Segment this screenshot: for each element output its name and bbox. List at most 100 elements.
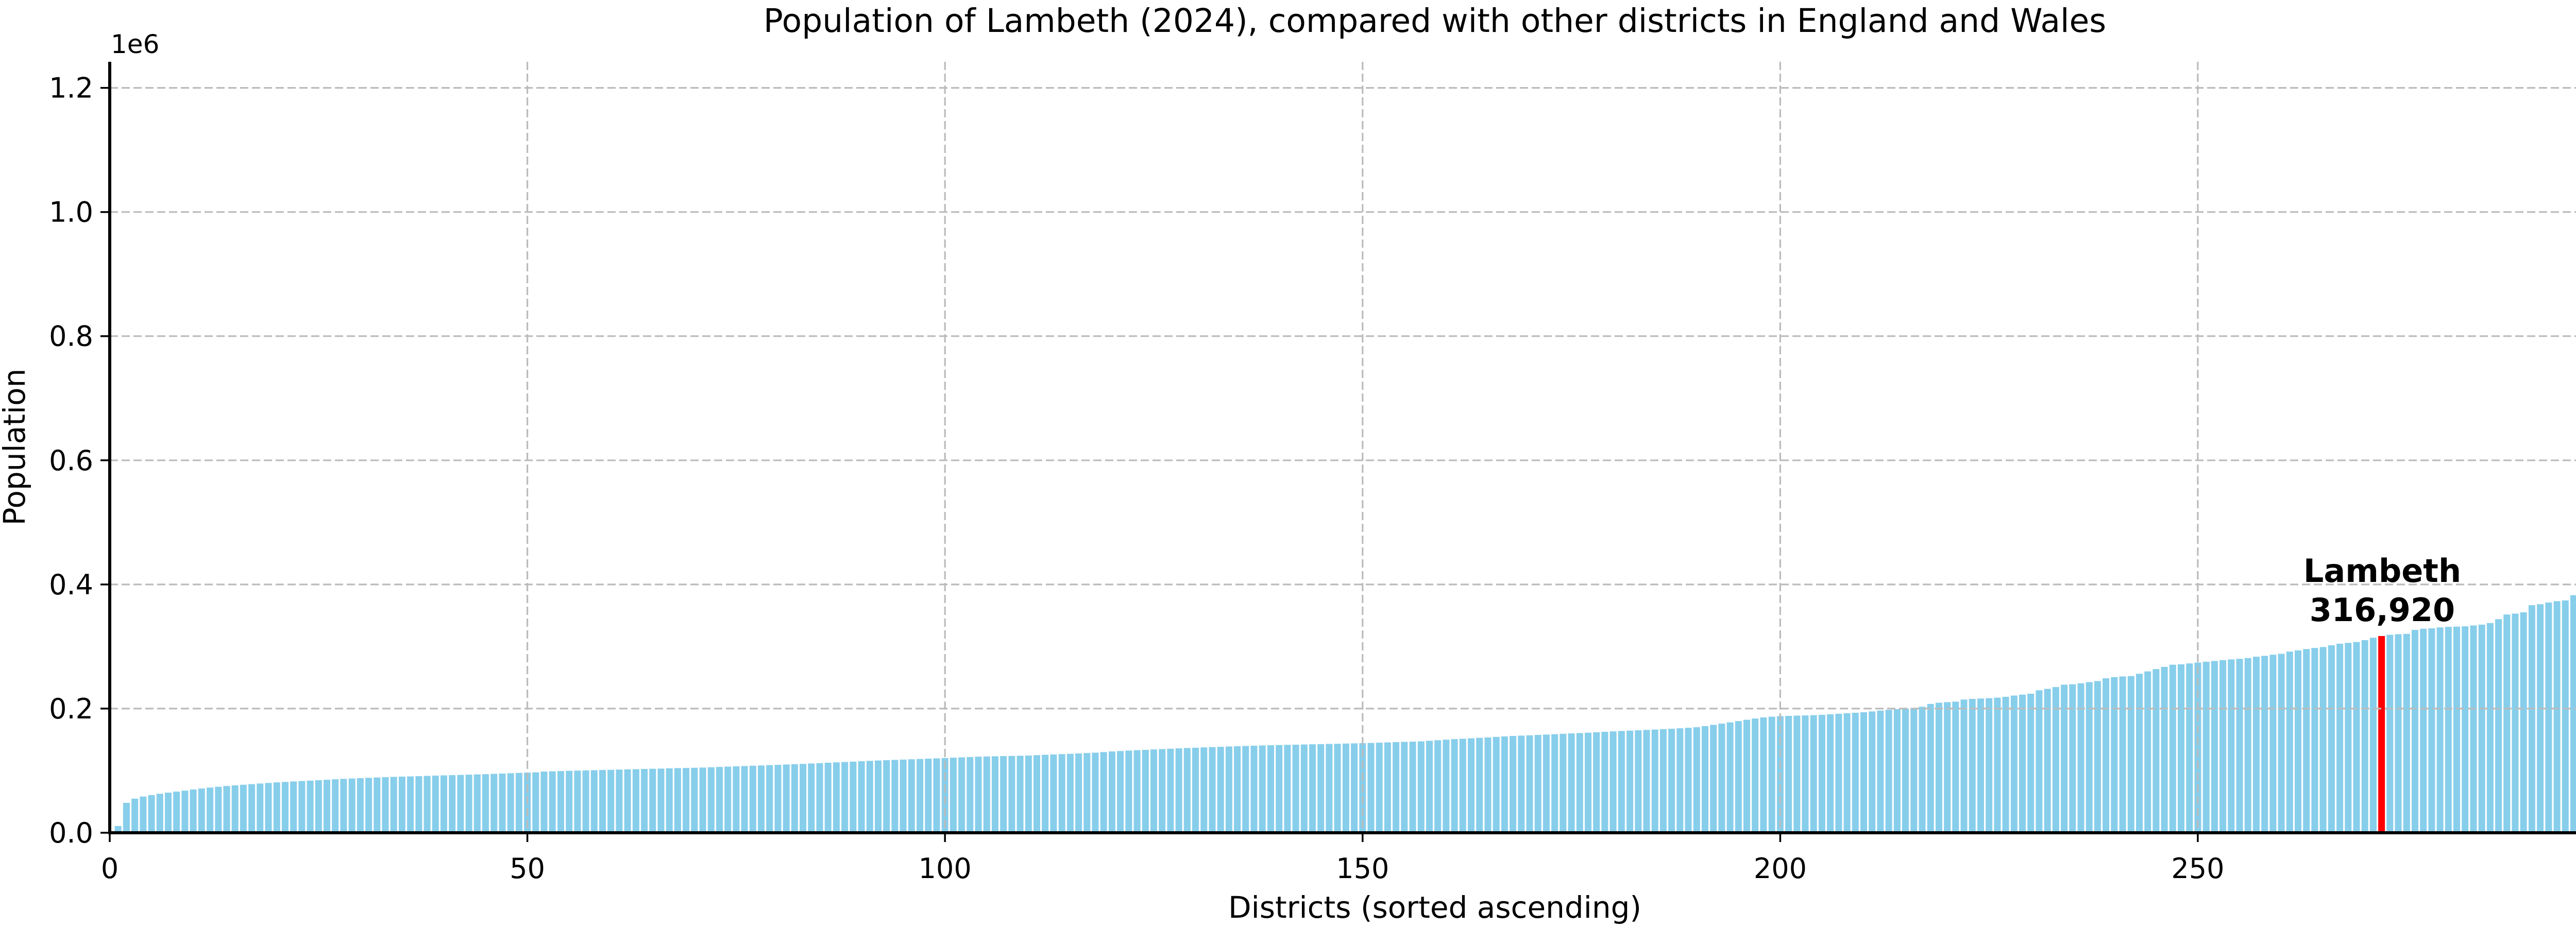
bar-district [1267, 745, 1274, 833]
bar-district [2478, 624, 2485, 833]
bars-group [110, 595, 2576, 833]
bar-district [992, 756, 998, 833]
bar-district [382, 777, 389, 833]
bar-district [2361, 640, 2368, 833]
bar-district [148, 795, 155, 833]
bar-district [2537, 604, 2544, 833]
bar-district [1451, 739, 1458, 833]
bar-district [490, 774, 498, 833]
bar-district [2136, 674, 2143, 833]
y-axis-label: Population [0, 369, 32, 526]
bar-district [858, 761, 865, 833]
bar-district [1501, 736, 1508, 833]
bar-district [156, 794, 163, 833]
x-tick-label-0: 0 [101, 852, 118, 885]
bar-district [432, 776, 439, 833]
x-tick-label-250: 250 [2171, 852, 2224, 885]
bar-district [1133, 750, 1141, 833]
bar-district [265, 783, 272, 833]
bar-district [273, 782, 280, 833]
bar-district [1066, 753, 1074, 833]
bar-district [2077, 683, 2084, 833]
bar-district [198, 788, 205, 833]
bar-district [248, 784, 256, 833]
bar-district [332, 779, 339, 833]
bar-district [1843, 713, 1851, 833]
bar-district [1351, 743, 1358, 833]
bar-district [1108, 751, 1115, 833]
bar-district [1393, 742, 1400, 833]
bar-district [1092, 752, 1099, 833]
bar-district [2094, 681, 2101, 833]
bar-district [1944, 702, 1951, 833]
bar-district [724, 766, 732, 833]
bar-district [457, 775, 464, 833]
bar-district [390, 777, 397, 833]
bar-district [2562, 600, 2569, 833]
bar-district [114, 826, 122, 833]
bar-district [1852, 713, 1859, 833]
lambeth-annotation-name: Lambeth [2303, 552, 2461, 590]
bar-district [2069, 684, 2076, 833]
bar-district [1426, 741, 1433, 833]
bar-district [1075, 753, 1082, 833]
y-axis-offset-label: 1e6 [111, 29, 159, 59]
bar-district [515, 772, 522, 833]
bar-district [716, 767, 723, 833]
bar-district [1760, 717, 1767, 833]
bar-district [1960, 699, 1968, 833]
bar-district [2086, 682, 2093, 833]
bar-district [473, 774, 481, 833]
bar-district [1142, 750, 1149, 833]
bar-district [641, 769, 648, 833]
bar-district [791, 764, 798, 833]
bar-district [131, 798, 139, 833]
bar-district [2436, 627, 2444, 833]
bar-district [1635, 730, 1642, 833]
bar-district [1225, 746, 1232, 833]
bar-district [190, 789, 197, 833]
lambeth-annotation-value: 316,920 [2310, 591, 2455, 629]
bar-district [2319, 647, 2327, 833]
bar-district [875, 760, 882, 833]
bar-district [967, 757, 974, 833]
bar-district [123, 802, 130, 833]
bar-district [749, 765, 756, 833]
bar-district [549, 771, 556, 833]
bar-district [2061, 684, 2068, 833]
bar-district [165, 793, 172, 833]
bar-district [1008, 756, 1015, 833]
bar-district [607, 769, 615, 833]
bar-district [415, 776, 422, 833]
bar-district [423, 776, 431, 833]
bar-district [1326, 744, 1333, 833]
bar-district [1885, 710, 1892, 833]
bar-district [1977, 698, 1984, 833]
bar-district [616, 769, 623, 833]
bar-district [1175, 748, 1182, 833]
bar-district [2044, 689, 2051, 833]
bar-district [824, 763, 832, 833]
bar-district [1217, 747, 1224, 833]
bar-district [1835, 713, 1842, 833]
bar-district [1735, 721, 1742, 833]
bar-district [683, 768, 690, 833]
bar-district [2336, 643, 2344, 833]
bar-district [917, 759, 924, 833]
bar-district [2111, 677, 2118, 833]
bar-district [1376, 743, 1383, 833]
bar-district [1609, 731, 1617, 833]
bar-district [691, 767, 698, 833]
bar-district [1192, 747, 1199, 833]
bar-district [2486, 623, 2494, 833]
bar-district [1417, 741, 1425, 833]
bar-district [374, 777, 381, 833]
bar-district [2528, 605, 2535, 833]
bar-district [465, 775, 472, 833]
bar-district [649, 768, 656, 833]
bar-district [1234, 746, 1241, 833]
bar-district [181, 791, 189, 833]
bar-district [958, 757, 965, 833]
bar-district [1893, 709, 1901, 833]
bar-district [1543, 734, 1550, 833]
